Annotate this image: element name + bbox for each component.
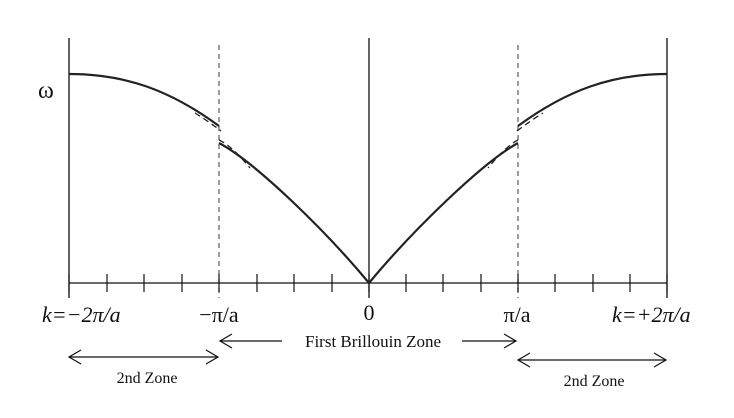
free-curve-right-lower	[487, 139, 519, 169]
second-zone-right-arrowhead-right	[653, 352, 668, 368]
first-zone-branch-left	[218, 142, 370, 284]
second-zone-branch-left	[68, 72, 220, 127]
first-zone-arrow	[218, 333, 518, 349]
second-zone-left-arrowhead-right	[205, 349, 220, 365]
label-zero: 0	[364, 300, 375, 325]
free-curve-right	[516, 112, 544, 132]
second-zone-right-arrowhead-left	[516, 352, 531, 368]
second-zone-left-label: 2nd Zone	[117, 370, 178, 387]
first-zone-label: First Brillouin Zone	[305, 332, 441, 351]
second-zone-left-arrowhead-left	[67, 349, 82, 365]
free-curve-left-lower	[218, 139, 251, 169]
second-zone-left-arrow	[67, 349, 220, 365]
label-plus-pi: π/a	[504, 302, 531, 327]
first-zone-branch-right	[368, 142, 519, 284]
label-minus-two-pi: k=−2π/a	[42, 302, 121, 327]
omega-label: ω	[38, 78, 54, 104]
second-zone-branch-right	[517, 72, 668, 127]
label-minus-pi: −π/a	[199, 302, 239, 327]
second-zone-right-arrow	[516, 352, 668, 368]
free-curve-left	[194, 112, 222, 132]
first-zone-arrowhead-right	[503, 333, 518, 349]
label-plus-two-pi: k=+2π/a	[612, 302, 691, 327]
second-zone-right-label: 2nd Zone	[564, 373, 625, 390]
first-zone-arrowhead-left	[218, 333, 233, 349]
